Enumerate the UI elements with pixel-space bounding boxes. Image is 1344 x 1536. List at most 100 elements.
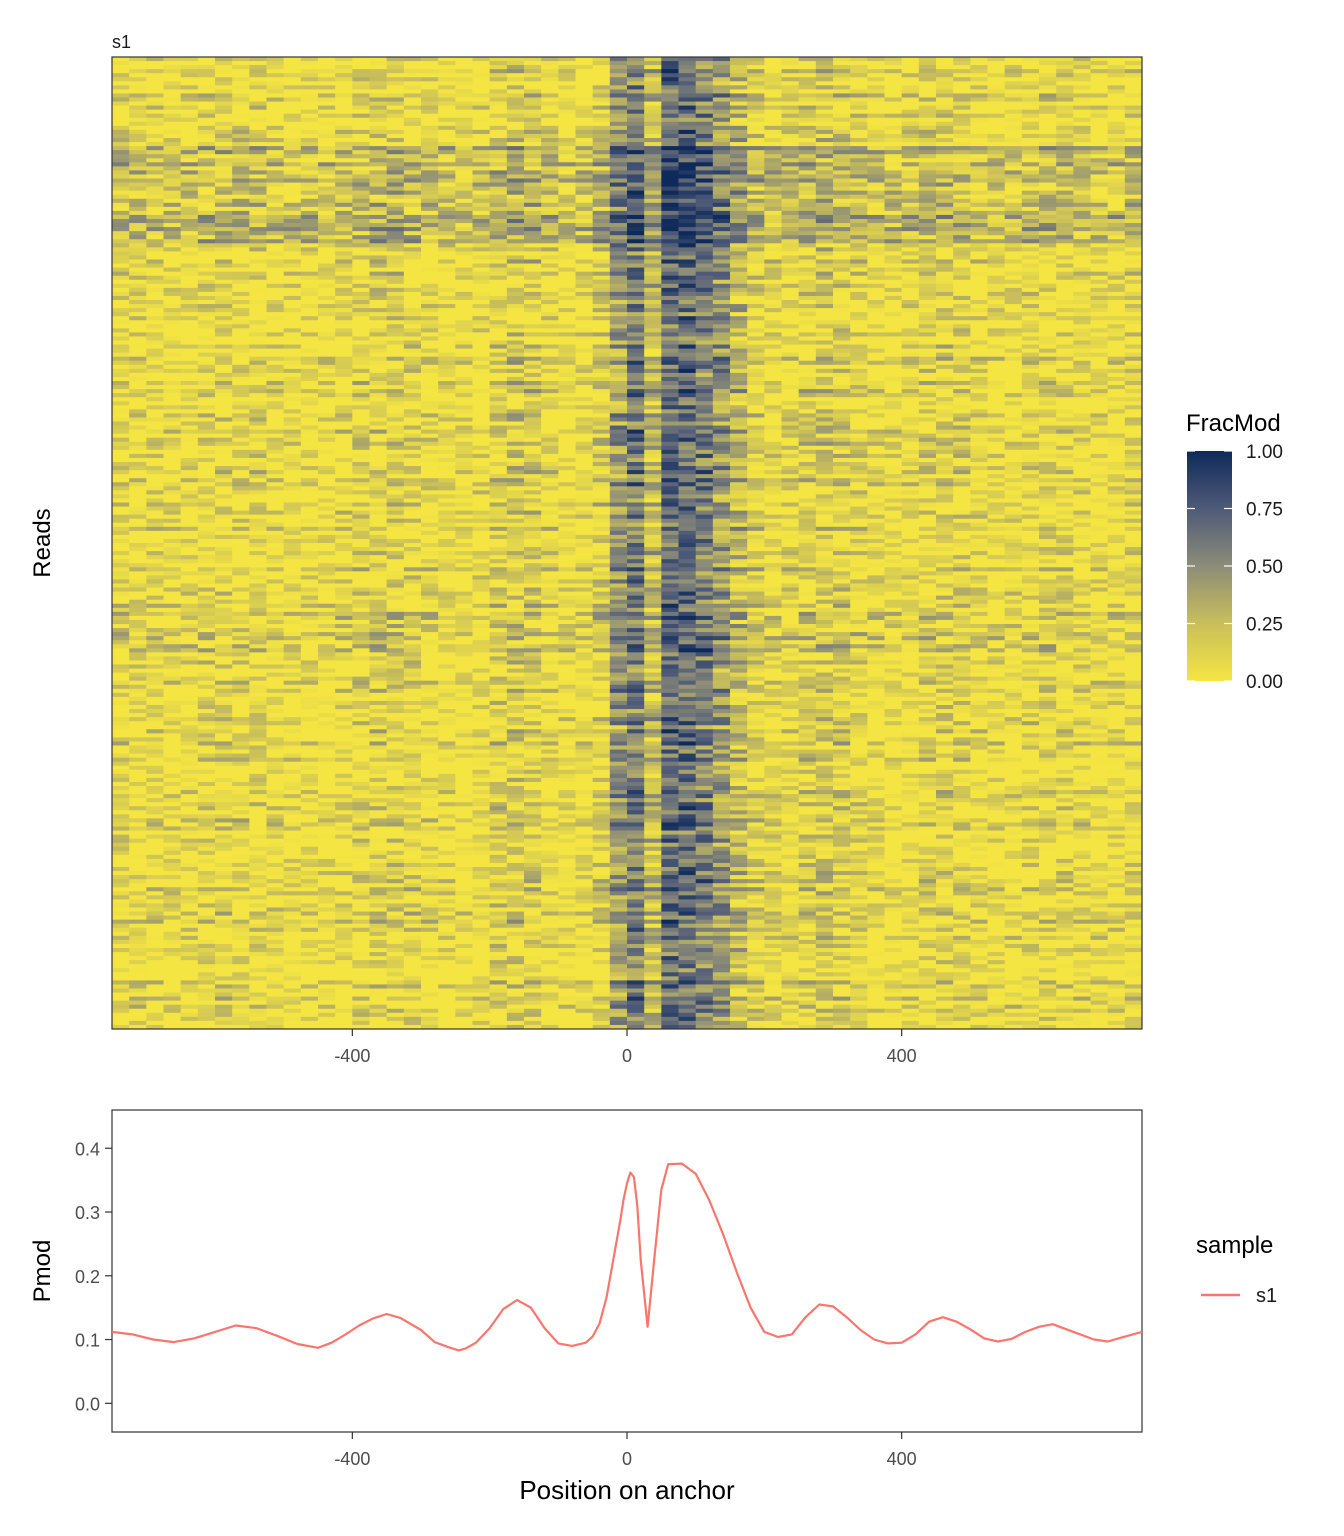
heatmap-cell: [1107, 295, 1126, 301]
heatmap-cell: [730, 85, 748, 90]
heatmap-cell: [901, 372, 920, 378]
heatmap-cell: [936, 113, 954, 119]
heatmap-cell: [249, 61, 268, 66]
heatmap-cell: [644, 279, 662, 285]
heatmap-cell: [180, 174, 199, 180]
heatmap-cell: [1039, 368, 1057, 374]
heatmap-cell: [730, 77, 748, 82]
heatmap-cell: [1073, 340, 1092, 346]
heatmap-cell: [833, 150, 851, 155]
heatmap-cell: [232, 304, 250, 309]
heatmap-cell: [730, 138, 748, 143]
heatmap-cell: [764, 287, 783, 293]
heatmap-cell: [455, 239, 474, 244]
heatmap-cell: [266, 142, 285, 147]
heatmap-cell: [884, 352, 903, 358]
heatmap-cell: [936, 109, 954, 115]
heatmap-cell: [489, 202, 508, 208]
heatmap-cell: [781, 182, 800, 188]
heatmap-cell: [627, 61, 645, 66]
heatmap-cell: [232, 170, 250, 176]
heatmap-cell: [901, 105, 920, 111]
heatmap-cell: [541, 65, 559, 70]
heatmap-cell: [506, 300, 525, 305]
heatmap-cell: [781, 194, 800, 200]
heatmap-cell: [386, 372, 405, 378]
heatmap-cell: [403, 271, 422, 277]
heatmap-cell: [335, 105, 353, 111]
heatmap-cell: [489, 287, 508, 293]
heatmap-cell: [197, 263, 216, 269]
heatmap-cell: [352, 93, 371, 99]
heatmap-cell: [506, 117, 525, 123]
heatmap-cell: [592, 190, 611, 196]
heatmap-cell: [850, 89, 868, 95]
heatmap-cell: [1004, 170, 1023, 176]
heatmap-cell: [1056, 227, 1074, 232]
heatmap-cell: [318, 85, 336, 90]
heatmap-cell: [163, 372, 182, 378]
heatmap-cell: [884, 291, 903, 297]
heatmap-cell: [815, 170, 834, 176]
heatmap-cell: [764, 121, 783, 127]
heatmap-cell: [661, 162, 680, 167]
heatmap-cell: [180, 291, 199, 297]
heatmap-cell: [386, 344, 405, 350]
heatmap-cell: [300, 279, 319, 285]
heatmap-cell: [386, 85, 405, 90]
heatmap-cell: [627, 105, 645, 111]
heatmap-cell: [884, 158, 903, 163]
heatmap-cell: [335, 348, 353, 354]
heatmap-cell: [1090, 57, 1109, 62]
heatmap-cell: [1039, 291, 1057, 297]
heatmap-cell: [1090, 198, 1109, 204]
heatmap-cell: [850, 223, 868, 228]
heatmap-cell: [764, 223, 783, 228]
heatmap-cell: [815, 113, 834, 119]
heatmap-cell: [815, 231, 834, 236]
heatmap-cell: [712, 243, 731, 248]
heatmap-cell: [781, 235, 800, 240]
heatmap-cell: [970, 295, 989, 301]
heatmap-cell: [524, 381, 542, 386]
heatmap-cell: [953, 352, 971, 358]
heatmap-cell: [1107, 146, 1126, 151]
heatmap-cell: [506, 385, 525, 390]
heatmap-cell: [953, 259, 971, 265]
heatmap-cell: [850, 304, 868, 309]
heatmap-cell: [197, 117, 216, 123]
heatmap-cell: [1021, 324, 1040, 329]
heatmap-cell: [1039, 279, 1057, 285]
heatmap-cell: [901, 344, 920, 350]
heatmap-cell: [506, 368, 525, 374]
heatmap-cell: [472, 259, 491, 265]
heatmap-cell: [970, 332, 989, 338]
heatmap-cell: [524, 267, 542, 273]
heatmap-cell: [369, 133, 388, 139]
heatmap-cell: [215, 263, 233, 269]
heatmap-cell: [918, 376, 937, 382]
heatmap-cell: [953, 138, 971, 143]
heatmap-cell: [197, 85, 216, 90]
heatmap-cell: [970, 239, 989, 244]
heatmap-cell: [558, 364, 577, 370]
heatmap-cell: [163, 227, 182, 232]
heatmap-cell: [403, 182, 422, 188]
heatmap-cell: [901, 283, 920, 289]
heatmap-cell: [953, 194, 971, 200]
heatmap-cell: [661, 300, 680, 305]
heatmap-cell: [833, 312, 851, 317]
heatmap-cell: [489, 73, 508, 78]
heatmap-cell: [283, 348, 302, 354]
heatmap-cell: [1073, 389, 1092, 394]
heatmap-cell: [884, 206, 903, 212]
heatmap-cell: [936, 69, 954, 74]
heatmap-cell: [867, 352, 886, 358]
heatmap-cell: [609, 125, 628, 131]
heatmap-cell: [1056, 279, 1074, 285]
heatmap-cell: [970, 368, 989, 374]
heatmap-cell: [318, 385, 336, 390]
heatmap-cell: [249, 178, 268, 184]
heatmap-cell: [369, 194, 388, 200]
heatmap-cell: [283, 77, 302, 82]
